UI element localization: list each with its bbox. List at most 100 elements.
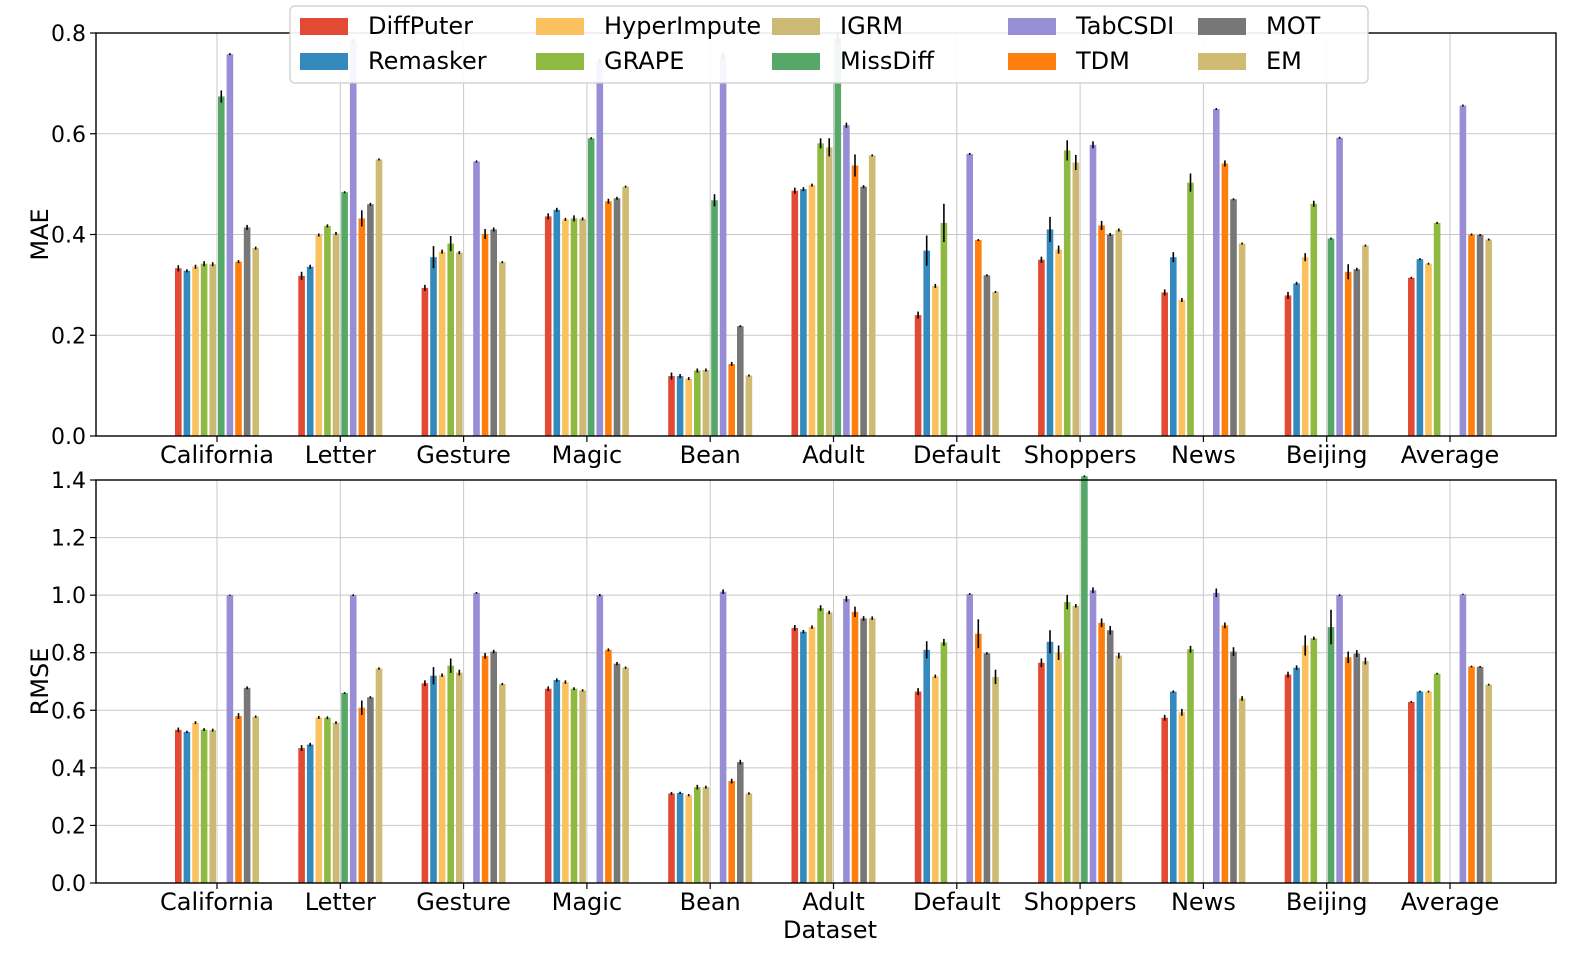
bar [808,627,816,883]
x-tick-label: California [160,441,274,469]
bar [800,189,807,436]
bar [1187,182,1194,436]
bar [1408,701,1415,883]
bar [685,378,692,436]
legend-entry-mot: MOT [1198,12,1321,40]
bar [1459,105,1467,436]
legend-swatch [536,18,584,35]
y-tick-label: 0.2 [51,324,86,349]
bar [737,762,744,883]
series-remasker [183,629,1424,883]
bar [1213,109,1220,436]
bar [1433,222,1441,436]
x-tick-label: California [160,888,274,916]
series-diffputer [175,625,1415,883]
bar [613,198,621,436]
bar [1098,622,1105,883]
legend-swatch [772,53,820,70]
legend-swatch [1008,18,1056,35]
bar [544,216,552,436]
bar [1098,225,1105,436]
bar [745,375,753,436]
bar [685,795,692,883]
bar [668,793,675,883]
bar [975,633,982,883]
bar [923,250,930,436]
bar [183,731,191,883]
bar [851,611,859,883]
bar [175,729,182,883]
bar [341,192,348,436]
bar [1468,234,1475,436]
series-em [252,616,1492,883]
bar [544,688,552,883]
legend-entry-tdm: TDM [1008,47,1130,75]
bar [596,595,604,883]
mae-panel: 0.0 0.2 0.4 0.6 0.8 California Letter Gesture Ma… [26,22,1557,469]
bar [737,326,744,436]
x-axis-label: Dataset [783,916,877,944]
bar [1213,592,1220,883]
bar [1416,259,1424,436]
bar [676,376,684,436]
bar [1476,666,1484,883]
y-tick-label: 1.2 [51,527,86,552]
legend-swatch [300,53,348,70]
bar [1178,299,1186,436]
bar [668,376,675,436]
bar [1230,651,1237,883]
bar [1161,717,1168,883]
bar [587,138,595,436]
x-tick-label: Default [913,441,1001,469]
bar [983,275,991,436]
bar [235,261,242,436]
bar [1425,263,1432,436]
legend-entry-igrm: IGRM [772,12,903,40]
bar [430,675,437,883]
bar [932,285,939,436]
bar [375,159,383,436]
legend-label: IGRM [840,12,903,40]
y-tick-label: 0.4 [51,757,86,782]
bar [719,55,727,436]
bar [1221,625,1229,883]
bar [209,264,216,436]
bar [375,668,383,883]
y-tick-label: 0.8 [51,22,86,47]
series-tdm [235,606,1475,883]
bar [1476,235,1484,436]
legend-label: DiffPuter [368,12,473,40]
bar [1485,239,1492,436]
legend-swatch [1198,18,1246,35]
y-tick-label: 1.4 [51,469,86,494]
bar [676,792,684,883]
bar [843,125,850,436]
bar [315,717,323,883]
bar [1063,150,1071,436]
bar [1485,684,1492,883]
bar [1238,698,1246,883]
bar [940,222,948,436]
bar [1046,641,1054,883]
bar [851,165,859,436]
bar [728,781,735,883]
x-tick-label: Beijing [1286,441,1368,469]
bar [1115,229,1123,436]
bar [562,682,569,883]
legend-label: HyperImpute [604,12,761,40]
bar [1072,605,1080,883]
bar [1038,662,1045,883]
bar [1353,653,1361,883]
bar [1416,691,1424,883]
bar [1336,595,1343,883]
bar [622,186,629,436]
bar [252,716,259,883]
bar [1187,649,1194,883]
y-tick-label: 0.4 [51,224,86,249]
bar [579,690,586,883]
series-igrm [209,138,1080,436]
x-tick-label: Bean [680,441,741,469]
bar [808,185,816,436]
bar [226,595,234,883]
series-mot [243,616,1484,883]
